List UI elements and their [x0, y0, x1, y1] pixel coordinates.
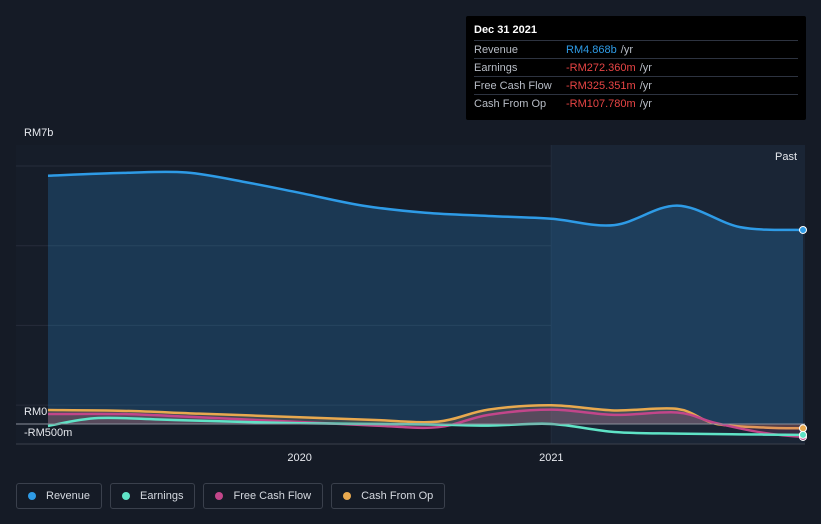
legend-item-earnings[interactable]: Earnings	[110, 483, 196, 509]
tooltip-label: Earnings	[474, 61, 518, 74]
tooltip-row-revenue: Revenue RM4.868b /yr	[474, 40, 798, 58]
tooltip-unit: /yr	[639, 79, 652, 92]
free-cash-flow-dot-icon	[215, 492, 224, 500]
legend-item-free-cash-flow[interactable]: Free Cash Flow	[203, 483, 324, 509]
legend-item-revenue[interactable]: Revenue	[16, 483, 103, 509]
tooltip: Dec 31 2021 Revenue RM4.868b /yr Earning…	[466, 16, 806, 120]
legend-label: Free Cash Flow	[233, 490, 312, 502]
earnings-dot-icon	[122, 492, 131, 500]
free-cash-flow-line	[47, 408, 804, 439]
y-tick-label: -RM500m	[24, 427, 72, 439]
tooltip-label: Free Cash Flow	[474, 79, 552, 92]
tooltip-value: RM4.868b	[566, 43, 617, 56]
legend: Revenue Earnings Free Cash Flow Cash Fro…	[16, 483, 446, 509]
past-region-highlight	[551, 145, 805, 444]
tooltip-row-free-cash-flow: Free Cash Flow -RM325.351m /yr	[474, 76, 798, 94]
end-markers	[799, 225, 807, 441]
revenue-area	[48, 171, 803, 424]
x-tick-label: 2020	[287, 452, 311, 464]
cash-from-op-end-marker	[799, 424, 807, 433]
earnings-line	[47, 416, 804, 437]
tooltip-value: -RM107.780m	[566, 97, 636, 110]
x-tick-label: 2021	[539, 452, 563, 464]
earnings-end-marker	[799, 430, 807, 439]
legend-label: Cash From Op	[361, 490, 434, 502]
tooltip-label: Revenue	[474, 43, 519, 56]
tooltip-value: -RM325.351m	[566, 79, 636, 92]
legend-item-cash-from-op[interactable]: Cash From Op	[331, 483, 446, 509]
tooltip-label: Cash From Op	[474, 97, 547, 110]
tooltip-unit: /yr	[620, 43, 633, 56]
tooltip-value: -RM272.360m	[566, 61, 636, 74]
y-tick-label: RM0	[24, 406, 47, 418]
revenue-end-marker	[799, 225, 807, 234]
series-layer	[47, 170, 804, 439]
past-label: Past	[775, 151, 797, 163]
revenue-dot-icon	[28, 492, 36, 500]
tooltip-row-earnings: Earnings -RM272.360m /yr	[474, 58, 798, 76]
tooltip-unit: /yr	[639, 97, 652, 110]
tooltip-date: Dec 31 2021	[474, 24, 537, 36]
legend-label: Earnings	[140, 490, 184, 502]
free-cash-flow-area	[48, 409, 803, 437]
tooltip-row-cash-from-op: Cash From Op -RM107.780m /yr	[474, 94, 798, 112]
legend-label: Revenue	[46, 490, 91, 502]
y-tick-label: RM7b	[24, 127, 53, 139]
cash-from-op-dot-icon	[343, 492, 352, 500]
tooltip-unit: /yr	[639, 61, 652, 74]
revenue-line	[47, 170, 804, 232]
